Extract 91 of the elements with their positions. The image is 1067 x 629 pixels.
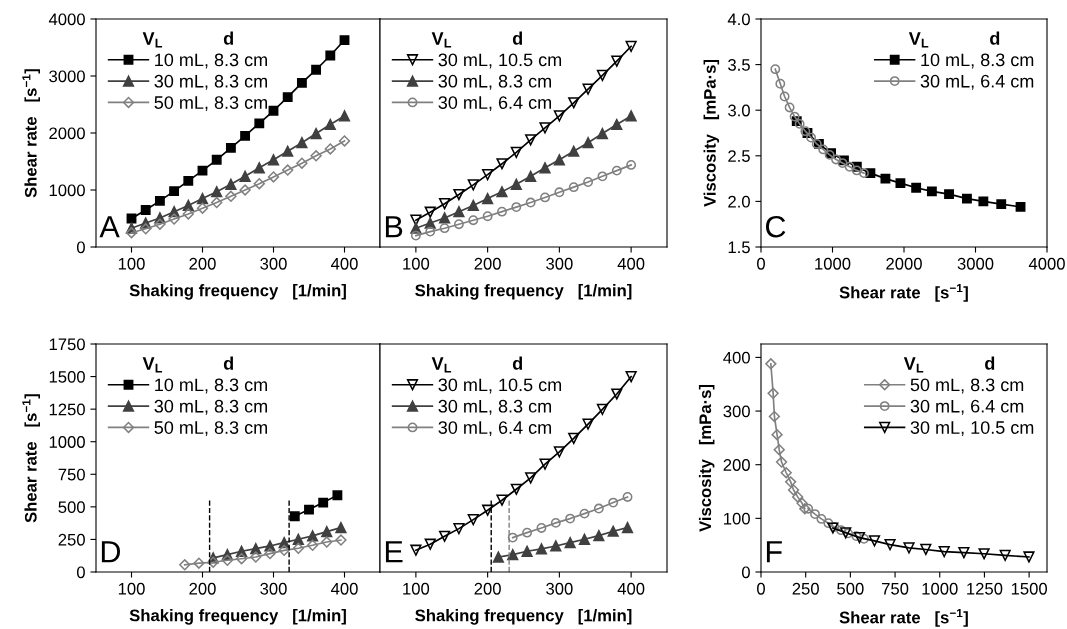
text: V$_{L}$ d [908,31,1000,48]
y-tick-label: 200 [723,459,750,471]
annotation: E [385,541,403,563]
y-tick-label: 1500 [49,370,85,383]
text: V$_{L}$ d [142,31,233,48]
legend-label: 30 mL, 6.4 cm [920,74,1034,90]
legend-label: 30 mL, 8.3 cm [154,74,267,90]
x-tick-label: 200 [189,582,216,595]
legend-label: 30 mL, 10.5 cm [438,378,562,394]
legend-label: 30 mL, 10.5 cm [438,53,562,69]
x-tick-label: 200 [474,582,501,595]
y-tick-label: 300 [723,405,750,418]
y-axis-title: Viscosity [mPa·s] [703,59,720,207]
y-tick-label: 1000 [49,184,85,197]
y-tick-label: 1.5 [728,241,750,254]
x-axis-title: Shear rate [s$^{−1}$] [839,284,968,302]
legend-label: 10 mL, 8.3 cm [155,53,267,69]
legend-label: 10 mL, 8.3 cm [155,378,267,394]
y-tick-label: 3000 [49,70,85,83]
x-tick-label: 1500 [1011,582,1048,595]
x-tick-label: 300 [260,582,287,595]
x-tick-label: 0 [757,257,765,270]
x-tick-label: 400 [617,582,645,595]
x-tick-label: 500 [837,582,864,595]
x-tick-label: 300 [546,257,573,270]
x-tick-label: 400 [330,582,358,595]
y-tick-label: 250 [58,533,85,546]
y-tick-label: 1250 [49,403,85,416]
y-tick-label: 4.0 [727,13,750,26]
legend-label: 30 mL, 6.4 cm [910,399,1024,415]
x-tick-label: 100 [118,582,145,595]
legend-label: 50 mL, 8.3 cm [154,421,267,437]
y-axis-title: Shear rate [s$^{−1}$] [22,394,40,523]
legend-label: 30 mL, 8.3 cm [154,399,267,415]
x-tick-label: 1000 [815,257,851,270]
annotation: F [766,541,782,563]
legend-label: 30 mL, 6.4 cm [438,421,551,437]
x-tick-label: 100 [403,257,430,270]
x-tick-label: 1000 [922,582,958,595]
y-axis-title: Shear rate [s$^{−1}$] [22,69,40,198]
legend-label: 30 mL, 10.5 cm [910,421,1034,437]
y-tick-label: 0 [76,241,85,254]
legend-label: 50 mL, 8.3 cm [154,96,267,112]
x-axis-title: Shaking frequency [1/min] [415,609,632,625]
text: V$_{L}$ d [431,31,523,48]
x-axis-title: Shear rate [s$^{−1}$] [839,609,968,627]
y-tick-label: 3.0 [728,104,750,117]
y-axis-title: Viscosity [mPa·s] [698,384,715,532]
y-tick-label: 500 [58,501,85,514]
annotation: A [99,216,120,238]
x-tick-label: 2000 [886,257,922,270]
x-tick-label: 0 [757,582,765,595]
x-tick-label: 400 [330,257,358,270]
x-tick-label: 300 [260,257,287,270]
x-tick-label: 100 [403,582,430,595]
legend-label: 30 mL, 6.4 cm [438,96,551,112]
legend-label: 30 mL, 8.3 cm [438,399,551,415]
legend-label: 50 mL, 8.3 cm [910,378,1024,394]
y-tick-label: 750 [58,468,85,481]
annotation: B [385,216,403,238]
legend-label: 30 mL, 8.3 cm [438,74,551,90]
text: V$_{L}$ d [431,356,523,373]
x-tick-label: 750 [882,582,909,595]
x-tick-label: 100 [118,257,145,270]
text: V$_{L}$ d [142,356,233,373]
y-tick-label: 3.5 [728,59,750,71]
annotation: C [765,215,786,238]
x-tick-label: 200 [474,257,501,270]
legend-label: 10 mL, 8.3 cm [921,53,1034,69]
text: V$_{L}$ d [903,356,995,373]
annotation: D [101,541,121,563]
x-axis-title: Shaking frequency [1/min] [129,284,346,300]
y-tick-label: 400 [723,351,750,364]
y-tick-label: 4000 [48,13,85,26]
x-axis-title: Shaking frequency [1/min] [129,609,346,625]
y-tick-label: 100 [724,512,750,525]
x-tick-label: 300 [546,582,573,595]
y-tick-label: 1750 [49,338,85,351]
y-tick-label: 2000 [49,127,85,140]
y-tick-label: 1000 [49,436,85,448]
x-tick-label: 1250 [967,582,1003,595]
x-tick-label: 4000 [1028,257,1065,270]
x-tick-label: 200 [189,257,216,270]
x-axis-title: Shaking frequency [1/min] [415,284,632,300]
y-tick-label: 0 [741,566,750,579]
x-tick-label: 3000 [957,257,994,270]
y-tick-label: 2.0 [728,195,750,208]
x-tick-label: 400 [617,257,645,270]
y-tick-label: 0 [76,566,85,579]
y-tick-label: 2.5 [728,150,750,162]
x-tick-label: 250 [792,582,819,595]
